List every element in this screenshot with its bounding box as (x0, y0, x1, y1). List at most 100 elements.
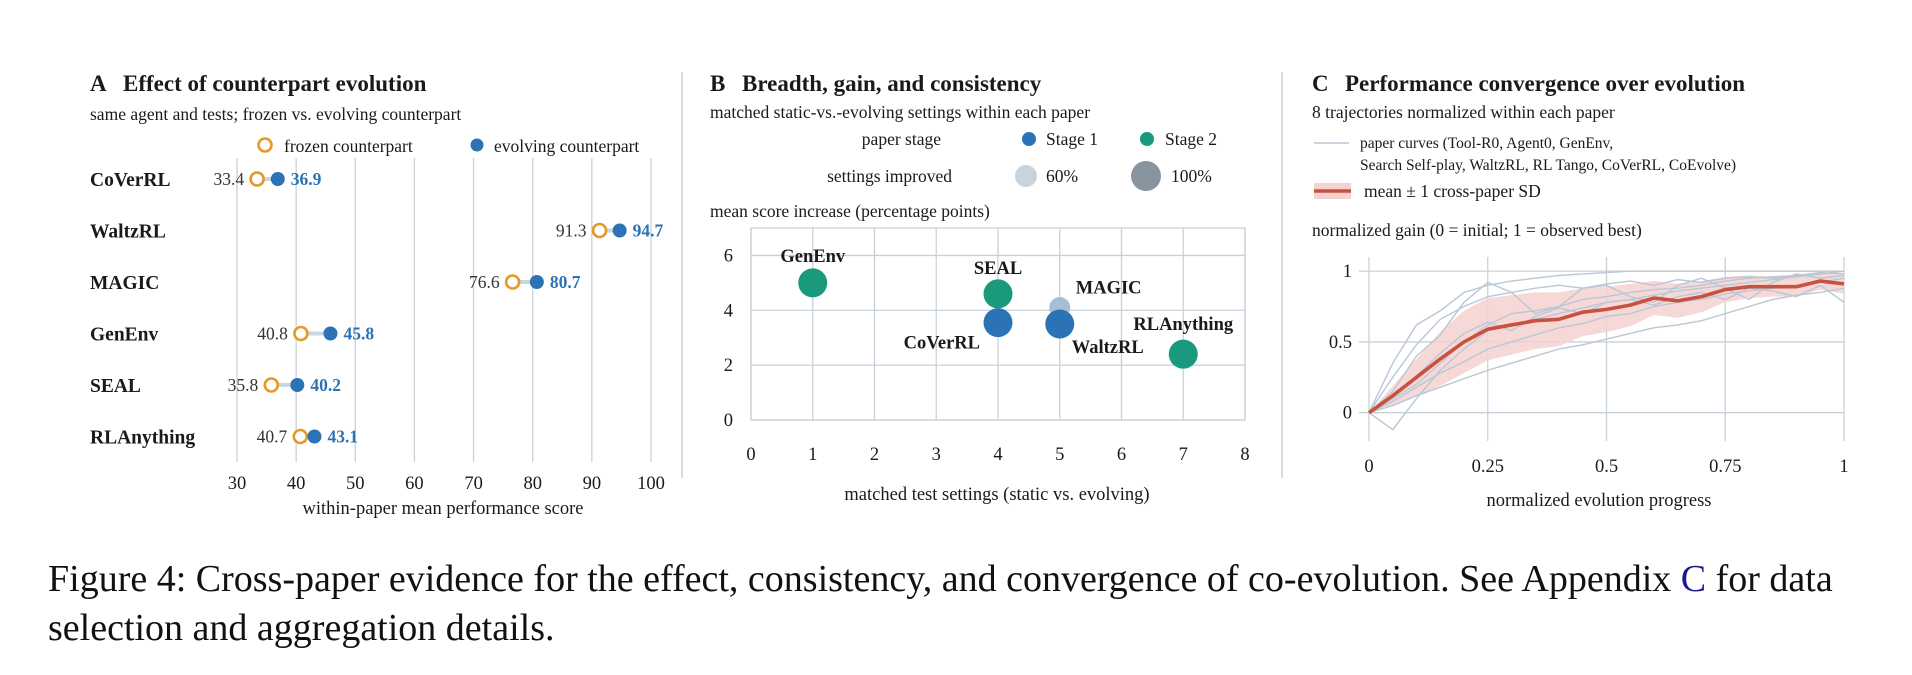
panel-b-x-tick-label: 1 (808, 445, 817, 465)
panel-c-x-label: normalized evolution progress (1486, 491, 1711, 511)
panel-a-x-tick-label: 100 (637, 474, 665, 494)
paper-curve-8 (1368, 284, 1845, 414)
legend-stage2-marker (1140, 132, 1154, 146)
panel-c-x-tick-label: 0.5 (1595, 457, 1618, 477)
evolving-value-label: 80.7 (550, 272, 581, 292)
legend-stage-title: paper stage (862, 129, 941, 149)
paper-curve-4 (1368, 287, 1845, 414)
legend-evolving-marker (470, 138, 484, 152)
bubble-seal: SEAL (974, 259, 1022, 309)
bubble-label: SEAL (974, 259, 1022, 279)
row-label: GenEnv (90, 325, 159, 346)
panel-c: C Performance convergence over evolution… (1312, 71, 1849, 511)
panel-a-x-tick-label: 90 (583, 474, 602, 494)
panel-a-x-tick-label: 70 (464, 474, 483, 494)
bubble-label: GenEnv (780, 247, 846, 267)
panel-b-y-tick-label: 2 (724, 356, 733, 376)
panel-c-letter: C (1312, 71, 1329, 96)
bubble-marker (983, 308, 1013, 338)
bubble-label: CoVerRL (904, 334, 980, 354)
frozen-point (292, 428, 309, 445)
evolving-point (323, 326, 338, 341)
bubble-label: RLAnything (1133, 315, 1233, 335)
sd-band (1369, 272, 1844, 413)
legend-size-title: settings improved (827, 166, 952, 186)
evolving-value-label: 40.2 (310, 375, 341, 395)
paper-curve-7 (1368, 271, 1845, 414)
evolving-point (307, 429, 322, 444)
frozen-value-label: 40.8 (257, 324, 288, 344)
panel-c-x-tick-label: 0 (1364, 457, 1373, 477)
panel-a-subtitle: same agent and tests; frozen vs. evolvin… (90, 104, 461, 124)
bubble-waltzrl: WaltzRL (1045, 309, 1144, 358)
legend-stage2-label: Stage 2 (1165, 129, 1217, 149)
row-label: MAGIC (90, 273, 159, 294)
panel-c-grid (1359, 257, 1845, 441)
panel-a: A Effect of counterpart evolution same a… (90, 71, 665, 519)
frozen-point (263, 377, 280, 393)
evolving-value-label: 36.9 (291, 169, 322, 189)
legend-size-100-label: 100% (1171, 166, 1212, 186)
panel-c-x-tick-label: 1 (1839, 457, 1848, 477)
legend-evolving-label: evolving counterpart (494, 136, 639, 156)
frozen-value-label: 91.3 (556, 221, 587, 241)
panel-c-x-tick-label: 0.75 (1709, 457, 1741, 477)
frozen-value-label: 35.8 (228, 375, 259, 395)
evolving-point (270, 172, 285, 186)
row-label: WaltzRL (90, 222, 166, 243)
panel-b-y-tick-label: 0 (724, 411, 733, 431)
bubble-genenv: GenEnv (780, 247, 846, 298)
caption-appendix-link[interactable]: C (1680, 558, 1707, 600)
panel-c-y-label: normalized gain (0 = initial; 1 = observ… (1312, 220, 1642, 240)
evolving-point (290, 378, 305, 392)
panel-a-x-ticks: 30 40 50 60 70 80 90 100 (228, 474, 665, 494)
legend-size-60-marker (1015, 165, 1037, 187)
bubble-coverrl: CoVerRL (904, 308, 1013, 354)
panel-b-x-tick-label: 8 (1240, 445, 1249, 465)
figure-4: A Effect of counterpart evolution same a… (90, 71, 1849, 519)
panel-a-title: Effect of counterpart evolution (123, 71, 427, 96)
panel-b-letter: B (710, 71, 725, 96)
dumbbell-row-seal: SEAL 35.8 40.2 (90, 375, 341, 397)
frozen-value-label: 33.4 (213, 169, 244, 189)
panel-a-letter: A (90, 71, 107, 96)
panel-b-x-tick-label: 3 (932, 445, 941, 465)
panel-c-sd-band (1369, 272, 1844, 413)
panel-b-x-tick-label: 6 (1117, 445, 1126, 465)
legend-paper-curves-line2: Search Self-play, WaltzRL, RL Tango, CoV… (1360, 157, 1736, 174)
panel-b-ticks: 0 1 2 3 4 5 6 7 8 0 2 4 6 (724, 246, 1250, 465)
panel-c-y-tick-label: 0.5 (1329, 333, 1352, 353)
bubble-label: WaltzRL (1072, 338, 1144, 358)
row-label: CoVerRL (90, 170, 171, 191)
panel-a-x-tick-label: 50 (346, 474, 365, 494)
panel-c-legend: paper curves (Tool-R0, Agent0, GenEnv, S… (1314, 135, 1736, 201)
dumbbell-row-rlanything: RLAnything 40.7 43.1 (90, 427, 358, 449)
panel-b-x-tick-label: 5 (1055, 445, 1064, 465)
bubble-marker (1168, 339, 1198, 369)
panel-c-subtitle: 8 trajectories normalized within each pa… (1312, 102, 1615, 122)
panel-a-x-tick-label: 60 (405, 474, 424, 494)
panel-c-ticks: 0 0.25 0.5 0.75 1 0 0.5 1 (1329, 262, 1849, 477)
legend-frozen-marker (257, 137, 273, 153)
legend-mean-label: mean ± 1 cross-paper SD (1364, 181, 1541, 201)
panel-c-y-tick-label: 0 (1343, 404, 1352, 424)
paper-curve-2 (1368, 270, 1844, 413)
panel-b: B Breadth, gain, and consistency matched… (710, 71, 1250, 505)
legend-paper-curves-line1: paper curves (Tool-R0, Agent0, GenEnv, (1360, 135, 1613, 152)
evolving-value-label: 94.7 (633, 221, 664, 241)
frozen-value-label: 40.7 (257, 427, 288, 447)
bubble-marker (1045, 309, 1075, 339)
panel-b-subtitle: matched static-vs.-evolving settings wit… (710, 102, 1090, 122)
dumbbell-row-coverrl: CoVerRL 33.4 36.9 (90, 169, 322, 191)
legend-size-60-label: 60% (1046, 166, 1078, 186)
panel-c-y-tick-label: 1 (1343, 262, 1352, 282)
panel-c-x-tick-label: 0.25 (1472, 457, 1504, 477)
evolving-value-label: 45.8 (343, 324, 374, 344)
panel-a-x-label: within-paper mean performance score (303, 499, 584, 519)
panel-b-x-tick-label: 0 (746, 445, 755, 465)
panel-a-x-tick-label: 80 (523, 474, 542, 494)
panel-b-x-tick-label: 2 (870, 445, 879, 465)
mean-curve (1367, 279, 1845, 415)
evolving-point (529, 275, 544, 289)
panel-b-points: GenEnv SEAL CoVerRL MAGIC WaltzRL RLAnything (780, 247, 1234, 369)
